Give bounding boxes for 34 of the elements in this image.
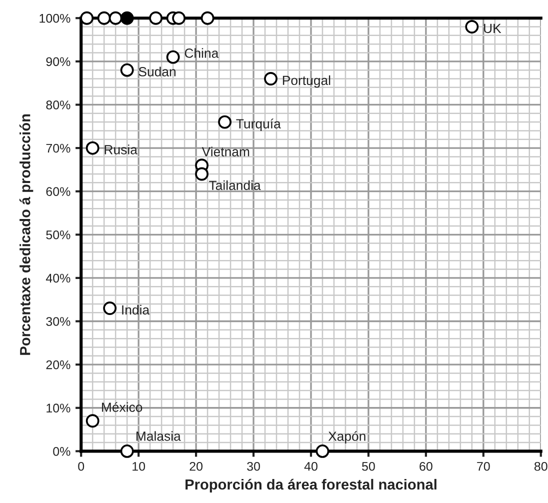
x-tick-label: 50 bbox=[362, 462, 375, 471]
x-tick-label: 30 bbox=[247, 462, 260, 471]
x-tick-label: 0 bbox=[78, 462, 84, 471]
annotation: Sudan bbox=[138, 66, 176, 76]
x-tick-label: 60 bbox=[420, 462, 432, 471]
y-tick-label: 20% bbox=[46, 360, 70, 370]
x-tick-label: 20 bbox=[190, 462, 203, 471]
y-axis-title: Porcentaxe dedicado á producción bbox=[19, 114, 34, 355]
annotation: Tailandia bbox=[209, 180, 261, 190]
x-tick-label: 70 bbox=[477, 462, 490, 471]
annotation: Malasia bbox=[136, 431, 181, 441]
y-tick-label: 0% bbox=[53, 446, 70, 456]
y-tick-label: 40% bbox=[46, 274, 70, 283]
annotation: China bbox=[184, 48, 219, 58]
x-axis-title: Proporción da área forestal nacional bbox=[186, 478, 436, 493]
y-tick-label: 30% bbox=[46, 317, 70, 326]
annotation: Turquía bbox=[236, 118, 281, 132]
x-tick-label: 80 bbox=[534, 462, 548, 471]
annotation: India bbox=[122, 304, 150, 315]
y-tick-label: 10% bbox=[46, 404, 70, 413]
annotation: México bbox=[102, 402, 142, 412]
y-tick-label: 80% bbox=[46, 100, 70, 110]
x-tick-label: 40 bbox=[304, 462, 318, 471]
y-tick-label: 90% bbox=[46, 57, 70, 66]
annotation: UK bbox=[484, 24, 502, 34]
y-tick-label: 50% bbox=[46, 230, 70, 240]
annotation: Portugal bbox=[282, 75, 330, 88]
y-tick-label: 100% bbox=[40, 14, 70, 23]
y-tick-label: 70% bbox=[46, 144, 70, 153]
annotation: Vietnam bbox=[202, 146, 250, 156]
annotation: Xapón bbox=[328, 431, 366, 444]
y-tick-label: 60% bbox=[46, 187, 70, 196]
annotation: Rusia bbox=[104, 144, 138, 154]
x-tick-label: 10 bbox=[132, 462, 146, 471]
